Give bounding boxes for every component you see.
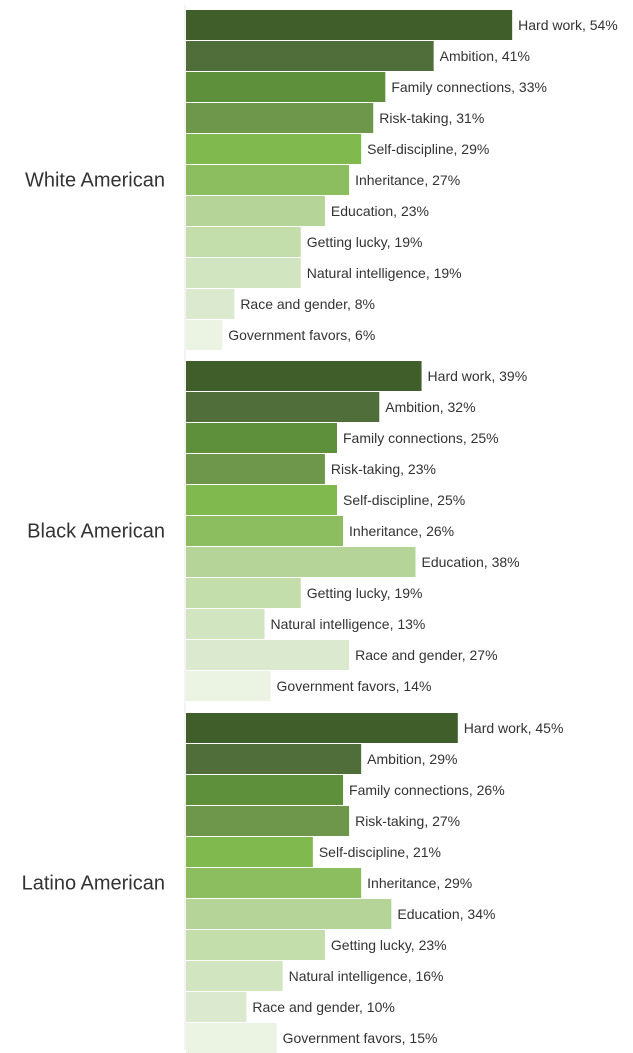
bar xyxy=(186,423,337,453)
bar xyxy=(186,744,362,774)
bar xyxy=(186,392,380,422)
data-label: Getting lucky, 19% xyxy=(307,585,423,601)
data-label: Government favors, 15% xyxy=(283,1030,438,1046)
data-label: Risk-taking, 23% xyxy=(331,461,436,477)
bar xyxy=(186,547,416,577)
data-label: Ambition, 32% xyxy=(385,399,475,415)
bar xyxy=(186,961,283,991)
data-label: Hard work, 39% xyxy=(428,368,528,384)
bar-group: White American Hard work, 54% Ambition, 41… xyxy=(25,10,618,350)
data-label: Risk-taking, 27% xyxy=(355,813,460,829)
data-label: Race and gender, 27% xyxy=(355,647,497,663)
bar xyxy=(186,640,350,670)
data-label: Ambition, 29% xyxy=(367,751,457,767)
data-label: Getting lucky, 23% xyxy=(331,937,447,953)
bar xyxy=(186,134,362,164)
data-label: Inheritance, 26% xyxy=(349,523,454,539)
bar xyxy=(186,485,337,515)
bar xyxy=(186,196,325,226)
data-label: Inheritance, 27% xyxy=(355,172,460,188)
data-label: Ambition, 41% xyxy=(440,48,530,64)
bar xyxy=(186,516,344,546)
bar xyxy=(186,899,392,929)
bar xyxy=(186,72,386,102)
bar xyxy=(186,103,374,133)
data-label: Government favors, 14% xyxy=(277,678,432,694)
data-label: Self-discipline, 21% xyxy=(319,844,441,860)
bar xyxy=(186,289,235,319)
bar xyxy=(186,320,223,350)
bar xyxy=(186,868,362,898)
group-label: White American xyxy=(25,170,165,192)
data-label: Education, 38% xyxy=(422,554,520,570)
bar-group: Latino American Hard work, 45% Ambition, 2… xyxy=(22,713,564,1053)
bar xyxy=(186,930,325,960)
data-label: Race and gender, 10% xyxy=(252,999,394,1015)
bar-group: Black American Hard work, 39% Ambition, 32… xyxy=(27,361,527,701)
data-label: Family connections, 25% xyxy=(343,430,499,446)
data-label: Self-discipline, 25% xyxy=(343,492,465,508)
bar xyxy=(186,837,313,867)
bar xyxy=(186,258,301,288)
data-label: Natural intelligence, 13% xyxy=(271,616,426,632)
bar xyxy=(186,10,513,40)
data-label: Getting lucky, 19% xyxy=(307,234,423,250)
bar xyxy=(186,165,350,195)
data-label: Family connections, 26% xyxy=(349,782,505,798)
bar xyxy=(186,775,344,805)
bar xyxy=(186,992,247,1022)
bar xyxy=(186,713,458,743)
bar xyxy=(186,227,301,257)
data-label: Natural intelligence, 16% xyxy=(289,968,444,984)
bar xyxy=(186,41,434,71)
bar xyxy=(186,671,271,701)
data-label: Self-discipline, 29% xyxy=(367,141,489,157)
data-label: Family connections, 33% xyxy=(391,79,547,95)
data-label: Hard work, 54% xyxy=(518,17,618,33)
data-label: Race and gender, 8% xyxy=(240,296,375,312)
data-label: Education, 23% xyxy=(331,203,429,219)
bar xyxy=(186,454,325,484)
bar xyxy=(186,361,422,391)
bar xyxy=(186,609,265,639)
data-label: Government favors, 6% xyxy=(228,327,375,343)
bar xyxy=(186,578,301,608)
group-label: Latino American xyxy=(22,873,165,895)
data-label: Hard work, 45% xyxy=(464,720,564,736)
group-label: Black American xyxy=(27,521,165,543)
data-label: Inheritance, 29% xyxy=(367,875,472,891)
bar xyxy=(186,806,350,836)
data-label: Natural intelligence, 19% xyxy=(307,265,462,281)
data-label: Education, 34% xyxy=(397,906,495,922)
bar xyxy=(186,1023,277,1053)
data-label: Risk-taking, 31% xyxy=(379,110,484,126)
